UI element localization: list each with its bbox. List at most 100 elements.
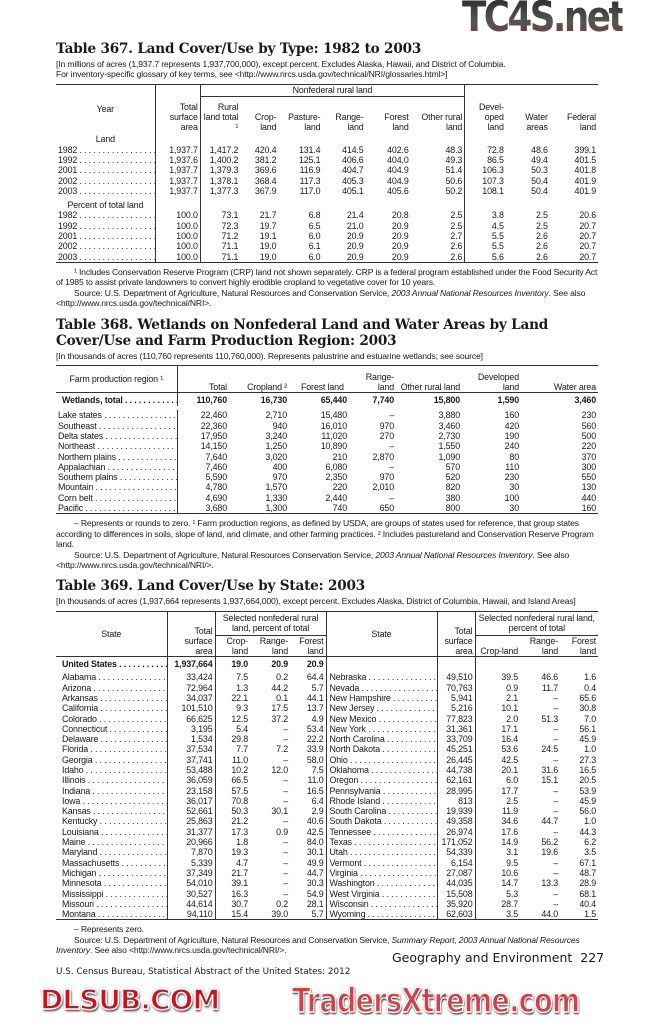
cell: 44.7 [541, 816, 558, 827]
cell: 16.5 [306, 785, 324, 796]
table-367: Year Total surface area Nonfederal rural… [56, 84, 598, 263]
footnote: ¹ Includes Conservation Reserve Program … [56, 266, 598, 288]
cell: 100.0 [154, 210, 201, 221]
cell [278, 196, 322, 210]
cell: 3.5 [584, 847, 596, 858]
source-note: Source: U.S. Department of Agriculture, … [56, 550, 598, 571]
cell: 3,460 [574, 394, 597, 405]
cell: 68.1 [579, 888, 596, 899]
cell: Pennsylvania [325, 785, 437, 796]
cell: 36,059 [166, 775, 215, 786]
cell: 42.5 [306, 826, 324, 837]
cell [411, 132, 465, 144]
row-label: Northeast [56, 441, 177, 451]
cell: – [553, 785, 558, 796]
cell: 50.2 [445, 185, 463, 196]
table-row: 1992100.072.319.76.521.020.92.54.52.520.… [56, 220, 598, 231]
cell: 414.5 [342, 144, 364, 155]
cell: 4.9 [311, 713, 324, 724]
cell: 2,010 [372, 482, 395, 493]
cell: 35,920 [436, 898, 475, 910]
cell [464, 196, 506, 211]
cell: 34,037 [166, 692, 215, 704]
cell: 240 [504, 441, 520, 452]
source-note: Source: U.S. Department of Agriculture, … [56, 288, 598, 309]
cell: 40.4 [579, 898, 596, 909]
cell: 970 [272, 472, 288, 483]
row-label: Georgia [56, 755, 167, 765]
cell: 110,760 [176, 392, 229, 409]
cell: 160 [581, 503, 597, 514]
table-369-note: [In thousands of acres (1,937,664 repres… [56, 596, 576, 607]
table-367-footnotes: ¹ Includes Conservation Reserve Program … [56, 267, 598, 309]
row-label: Michigan [56, 868, 167, 878]
cell: – [553, 806, 558, 817]
cell: 9.3 [214, 703, 250, 714]
cell: 7,870 [166, 847, 215, 858]
cell: 72.8 [464, 144, 506, 155]
table-row: 19821,937.71,417.2 420.4 131.4 414.5 402.6 48… [56, 144, 598, 155]
col-developed: Developed land [477, 371, 519, 392]
cell: 420 [504, 420, 520, 431]
cell: – [553, 867, 558, 878]
cell: 10.2 [214, 764, 250, 776]
cell: 16,010 [320, 420, 347, 431]
source-text: Source: U.S. Department of Agriculture, … [74, 549, 376, 560]
row-label: Pacific [56, 503, 177, 514]
cell: 53.6 [474, 744, 520, 755]
cell: 21.7 [259, 210, 277, 221]
cell: New Mexico [325, 713, 437, 724]
table-row: Corn belt4,690 1,330 2,440 – 380 100 440 [56, 492, 598, 504]
cell: 5,216 [436, 703, 475, 714]
table-row: 20011,937.71,379.3 369.6 116.9 404.7 404.9 51… [56, 165, 598, 176]
row-label: Indiana [56, 786, 167, 796]
cell: 1.3 [214, 682, 250, 693]
cell: 21.0 [346, 220, 364, 231]
row-label: Idaho [56, 765, 167, 775]
table-row: Southern plains5,590 970 2,350 970 520 230 550 [56, 472, 598, 483]
cell: 1,590 [497, 394, 520, 405]
cell: 37.2 [271, 713, 288, 724]
cell: 19.0 [259, 241, 277, 252]
cell: – [283, 857, 288, 868]
cell: New Hampshire [325, 692, 437, 704]
cell: 12.5 [214, 713, 250, 724]
col-total: Total surface area [166, 611, 215, 657]
cell: 31,377 [166, 826, 215, 838]
cell [322, 132, 365, 144]
cell: 5,339 [166, 857, 215, 868]
cell: 31,361 [436, 723, 475, 735]
cell: 7.0 [584, 713, 596, 724]
source-link: . See also <http://www.nrcs.usda.gov/tec… [56, 549, 570, 570]
cell: West Virginia [325, 888, 437, 899]
cell: 57.5 [214, 785, 250, 796]
cell: Utah [325, 847, 437, 858]
cell: 2.6 [535, 251, 548, 262]
cell: – [553, 723, 558, 734]
cell: 17.1 [474, 723, 520, 735]
row-label: Mountain [56, 482, 177, 492]
cell: 27,087 [436, 867, 475, 879]
publication-credit: U.S. Census Bureau, Statistical Abstract… [56, 967, 351, 977]
cell: 160 [504, 410, 520, 421]
cell: Tennessee [325, 826, 437, 838]
cell: 20.7 [579, 251, 596, 262]
cell: 401.9 [574, 175, 597, 186]
cell: 20.5 [579, 775, 596, 786]
cell: 44,738 [436, 764, 475, 776]
col-federal: Federal land [566, 112, 596, 133]
source-title: 2003 Annual National Resources Inventory [391, 287, 549, 298]
cell: 30 [509, 503, 519, 514]
col-region: Farm production region ¹ [69, 373, 164, 384]
cell: 20.9 [346, 251, 364, 262]
cell [154, 196, 201, 211]
cell: 37,534 [166, 744, 215, 755]
cell: 405.6 [387, 185, 409, 196]
cell: 33,709 [436, 734, 475, 745]
